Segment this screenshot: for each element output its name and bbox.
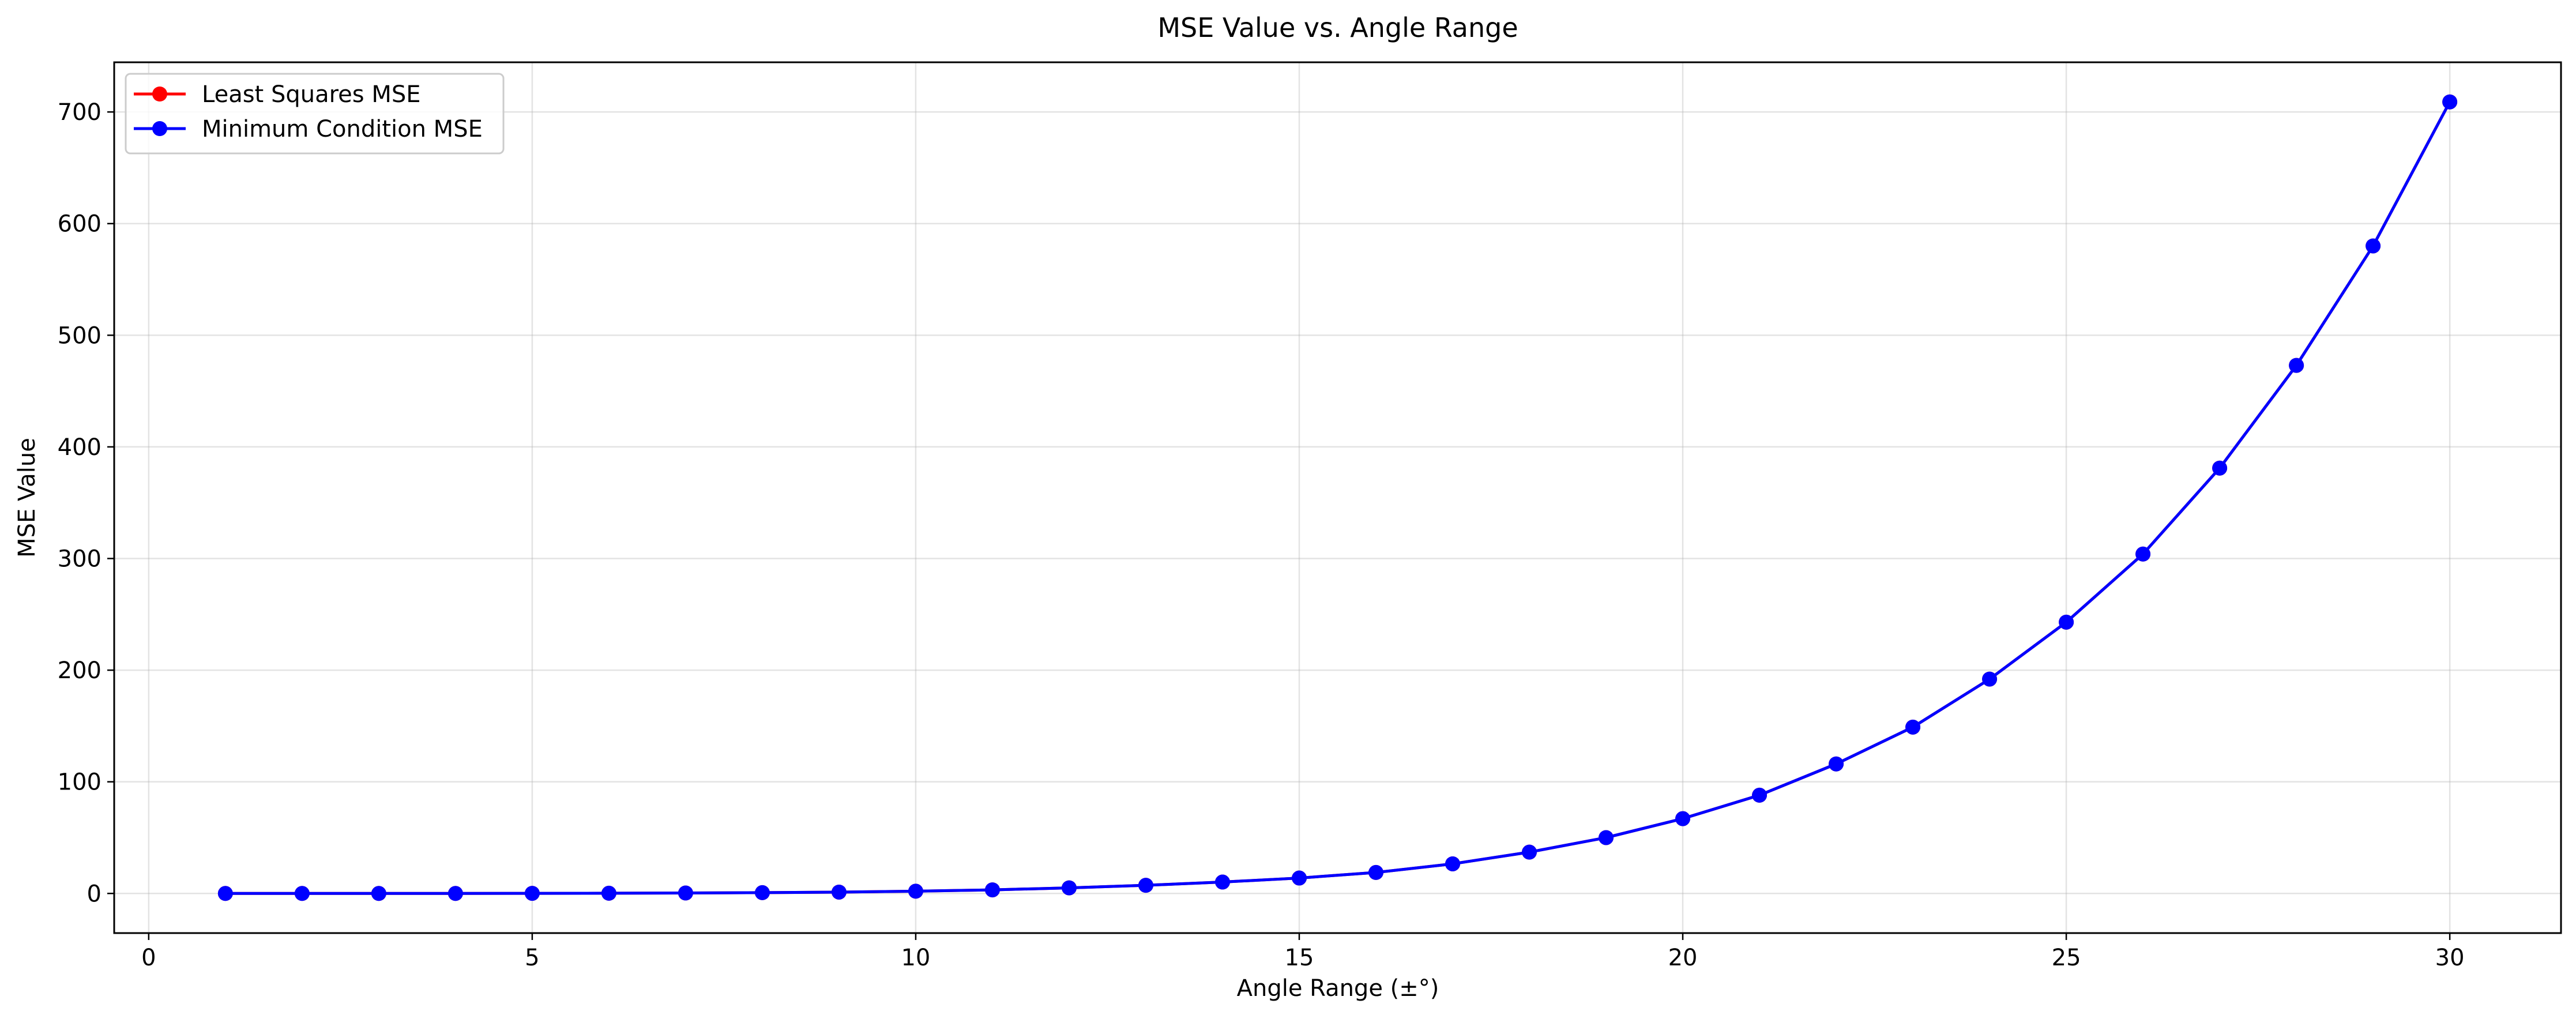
- data-point: [294, 886, 310, 901]
- x-tick-label: 15: [1285, 945, 1314, 971]
- legend: Least Squares MSE Minimum Condition MSE: [125, 73, 505, 155]
- data-point: [2135, 546, 2151, 562]
- data-point: [1291, 870, 1307, 886]
- legend-entries: Least Squares MSE Minimum Condition MSE: [134, 81, 483, 142]
- plot-series: [217, 94, 2458, 901]
- y-tick-label: 200: [58, 657, 101, 684]
- data-point: [601, 885, 616, 901]
- data-point: [2366, 238, 2381, 254]
- data-point: [1905, 719, 1921, 735]
- data-point: [1138, 878, 1153, 893]
- x-tick-label: 10: [901, 945, 930, 971]
- data-point: [1599, 830, 1614, 845]
- x-axis-label: Angle Range (±°): [1237, 975, 1439, 1002]
- data-point: [2442, 94, 2458, 110]
- data-point: [1752, 787, 1768, 803]
- data-point: [2059, 614, 2074, 630]
- legend-frame: [125, 73, 505, 155]
- data-point: [754, 885, 770, 900]
- x-tick-label: 25: [2052, 945, 2081, 971]
- chart-title: MSE Value vs. Angle Range: [1157, 12, 1518, 43]
- y-tick-label: 500: [58, 322, 101, 349]
- data-point: [2289, 358, 2304, 373]
- data-point: [984, 882, 1000, 898]
- x-tick-label: 20: [1668, 945, 1698, 971]
- data-point: [524, 886, 540, 901]
- data-point: [1829, 756, 1844, 772]
- legend-label: Least Squares MSE: [202, 81, 421, 108]
- x-tick-label: 5: [525, 945, 539, 971]
- x-tick-label: 0: [141, 945, 156, 971]
- data-point: [1445, 856, 1461, 871]
- data-point: [831, 884, 847, 900]
- y-tick-label: 300: [58, 546, 101, 573]
- data-point: [371, 886, 386, 901]
- plot-frame: [113, 61, 2562, 934]
- data-point: [217, 886, 233, 901]
- y-tick-label: 0: [87, 881, 101, 907]
- data-point: [447, 886, 463, 901]
- series-line: [225, 101, 2451, 895]
- y-axis-label: MSE Value: [14, 438, 40, 558]
- legend-marker: [152, 121, 167, 136]
- data-point: [2212, 460, 2228, 476]
- y-tick-label: 100: [58, 769, 101, 796]
- data-point: [1368, 864, 1384, 880]
- legend-marker: [152, 87, 167, 101]
- y-tick-label: 700: [58, 99, 101, 126]
- data-point: [1061, 880, 1077, 896]
- data-point: [678, 885, 693, 901]
- y-tick-label: 400: [58, 434, 101, 461]
- data-point: [1675, 811, 1691, 826]
- data-point: [1522, 844, 1537, 860]
- x-tick-label: 30: [2435, 945, 2465, 971]
- legend-label: Minimum Condition MSE: [202, 116, 483, 142]
- data-point: [1214, 874, 1230, 890]
- data-point: [908, 883, 923, 899]
- data-point: [1982, 671, 1998, 687]
- y-tick-label: 600: [58, 211, 101, 238]
